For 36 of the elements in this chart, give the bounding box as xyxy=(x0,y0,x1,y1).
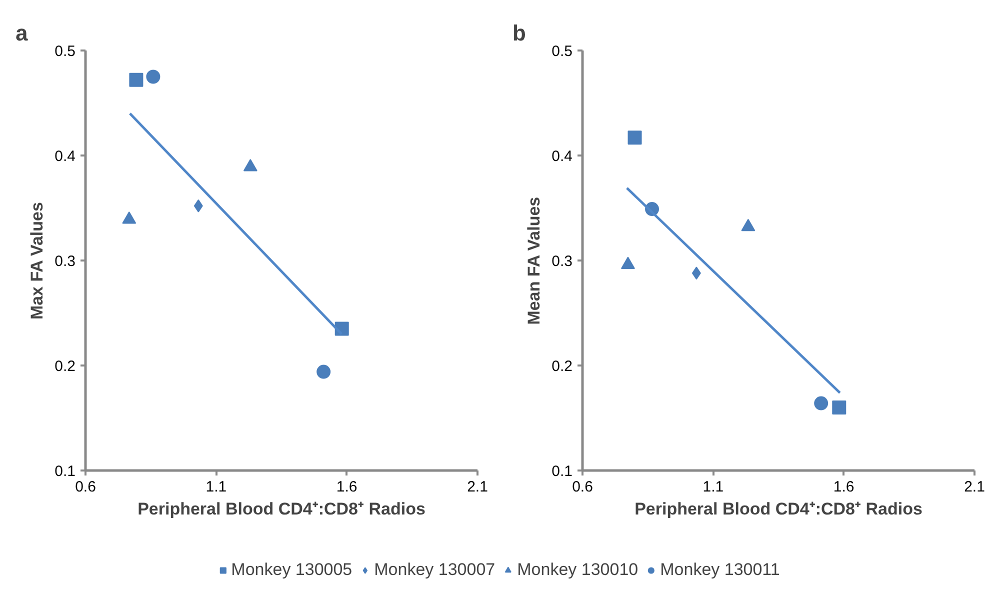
point xyxy=(628,130,642,145)
y-tick-label: 0.2 xyxy=(54,358,76,375)
x-axis-title: Peripheral Blood CD4⁺:CD8⁺ Radios xyxy=(634,500,922,518)
point xyxy=(832,400,846,414)
legend-label: Monkey 130005 xyxy=(231,560,352,580)
point xyxy=(692,266,701,280)
x-tick-label: 1.6 xyxy=(336,478,358,496)
legend-label: Monkey 130010 xyxy=(517,560,638,580)
point xyxy=(814,396,828,410)
x-axis-title: Peripheral Blood CD4⁺:CD8⁺ Radios xyxy=(138,500,426,518)
y-tick-label: 0.2 xyxy=(552,358,573,375)
y-tick-label: 0.3 xyxy=(552,253,573,270)
chart-title: b xyxy=(512,20,526,46)
point xyxy=(194,199,203,212)
legend-label: Monkey 130011 xyxy=(660,560,780,580)
x-tick-label: 0.6 xyxy=(572,478,593,496)
x-tick-label: 1.6 xyxy=(833,478,854,496)
x-tick-label: 2.1 xyxy=(467,478,488,496)
y-tick-label: 0.4 xyxy=(54,148,76,165)
y-tick-label: 0.5 xyxy=(552,43,573,60)
y-axis-title: Max FA Values xyxy=(28,202,47,320)
x-tick-label: 1.1 xyxy=(206,478,227,496)
y-axis-title: Mean FA Values xyxy=(524,196,544,325)
y-tick-label: 0.1 xyxy=(552,463,573,480)
y-tick-label: 0.4 xyxy=(552,148,573,165)
y-tick-label: 0.1 xyxy=(54,463,76,480)
chart-title: a xyxy=(16,20,28,46)
point xyxy=(316,364,331,379)
x-tick-label: 1.1 xyxy=(702,478,724,496)
x-tick-label: 0.6 xyxy=(75,478,96,496)
y-tick-label: 0.3 xyxy=(54,253,76,270)
point xyxy=(146,70,160,84)
legend-label: Monkey 130007 xyxy=(374,560,496,580)
y-tick-label: 0.5 xyxy=(54,43,76,60)
x-tick-label: 2.1 xyxy=(964,478,985,496)
point xyxy=(129,72,144,87)
